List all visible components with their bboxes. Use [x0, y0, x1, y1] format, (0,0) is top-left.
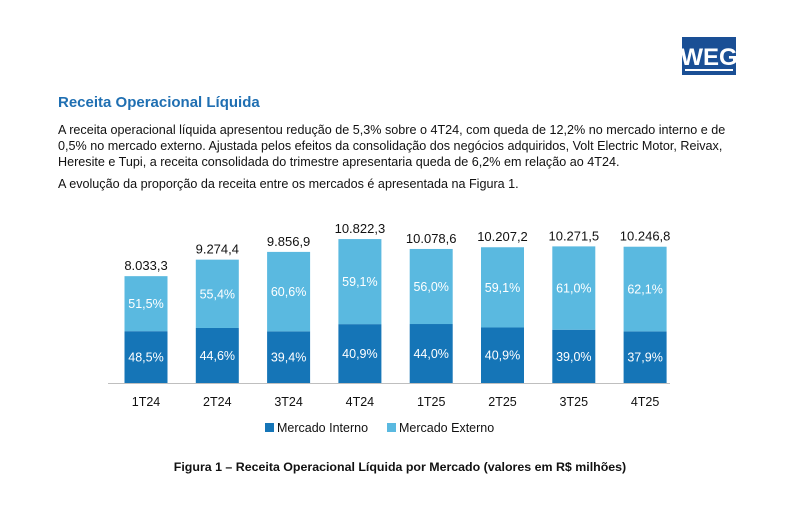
- data-label-mercado-externo: 59,1%: [485, 281, 520, 295]
- data-label-mercado-interno: 44,6%: [200, 349, 235, 363]
- data-label-mercado-externo: 51,5%: [128, 297, 163, 311]
- logo-text: WEG: [682, 44, 736, 71]
- legend-label-mercado-externo: Mercado Externo: [399, 421, 494, 435]
- bar-mercado-interno: [195, 327, 239, 383]
- weg-logo: WEG: [682, 37, 736, 75]
- bar-mercado-externo: [409, 248, 453, 325]
- x-tick-label: 2T24: [203, 395, 232, 409]
- data-label-mercado-interno: 40,9%: [342, 347, 377, 361]
- bar-mercado-interno: [481, 327, 524, 383]
- x-tick-label: 4T24: [346, 395, 375, 409]
- bar-mercado-interno: [623, 331, 667, 383]
- total-label: 9.856,9: [267, 234, 310, 249]
- total-label: 10.078,6: [406, 231, 457, 246]
- data-label-mercado-externo: 61,0%: [556, 282, 591, 296]
- bar-mercado-externo: [623, 246, 667, 332]
- x-tick-label: 3T24: [274, 395, 303, 409]
- legend-swatch-mercado-externo: [387, 423, 396, 432]
- bar-mercado-interno: [338, 324, 382, 383]
- total-label: 8.033,3: [124, 258, 167, 273]
- bar-mercado-interno: [124, 331, 168, 383]
- total-label: 10.207,2: [477, 229, 528, 244]
- data-label-mercado-interno: 39,0%: [556, 350, 591, 364]
- total-label: 10.246,8: [620, 229, 671, 244]
- bar-mercado-interno: [267, 331, 311, 383]
- data-label-mercado-externo: 62,1%: [627, 283, 662, 297]
- bar-mercado-interno: [409, 324, 453, 383]
- bar-mercado-interno: [552, 329, 596, 383]
- bar-mercado-externo: [124, 276, 168, 332]
- intro-paragraph: A receita operacional líquida apresentou…: [58, 123, 726, 169]
- x-tick-label: 4T25: [631, 395, 660, 409]
- data-label-mercado-interno: 48,5%: [128, 351, 163, 365]
- total-label: 10.271,5: [548, 228, 599, 243]
- bar-mercado-externo: [195, 259, 239, 328]
- data-label-mercado-externo: 59,1%: [342, 275, 377, 289]
- data-label-mercado-interno: 39,4%: [271, 351, 306, 365]
- data-label-mercado-interno: 37,9%: [627, 351, 662, 365]
- figure-caption: Figura 1 – Receita Operacional Líquida p…: [173, 460, 627, 474]
- x-tick-label: 2T25: [488, 395, 517, 409]
- data-label-mercado-interno: 40,9%: [485, 349, 520, 363]
- total-label: 10.822,3: [335, 221, 386, 236]
- legend-swatch-mercado-interno: [265, 423, 274, 432]
- x-tick-label: 3T25: [560, 395, 589, 409]
- revenue-stacked-bar-chart: 48,5% 51,5% 8.033,3 1T24 44,6% 55,4% 9.274,4 2T…: [108, 221, 671, 435]
- figure-reference-paragraph: A evolução da proporção da receita entre…: [58, 177, 519, 191]
- total-label: 9.274,4: [196, 242, 239, 257]
- bar-mercado-externo: [338, 239, 382, 325]
- x-tick-label: 1T24: [132, 395, 161, 409]
- data-label-mercado-interno: 44,0%: [413, 347, 448, 361]
- bar-mercado-externo: [481, 247, 524, 328]
- bar-mercado-externo: [267, 251, 311, 332]
- data-label-mercado-externo: 55,4%: [200, 287, 235, 301]
- section-title: Receita Operacional Líquida: [58, 94, 260, 111]
- x-tick-label: 1T25: [417, 395, 446, 409]
- data-label-mercado-externo: 60,6%: [271, 285, 306, 299]
- data-label-mercado-externo: 56,0%: [413, 280, 448, 294]
- bar-mercado-externo: [552, 246, 596, 330]
- legend-label-mercado-interno: Mercado Interno: [277, 421, 368, 435]
